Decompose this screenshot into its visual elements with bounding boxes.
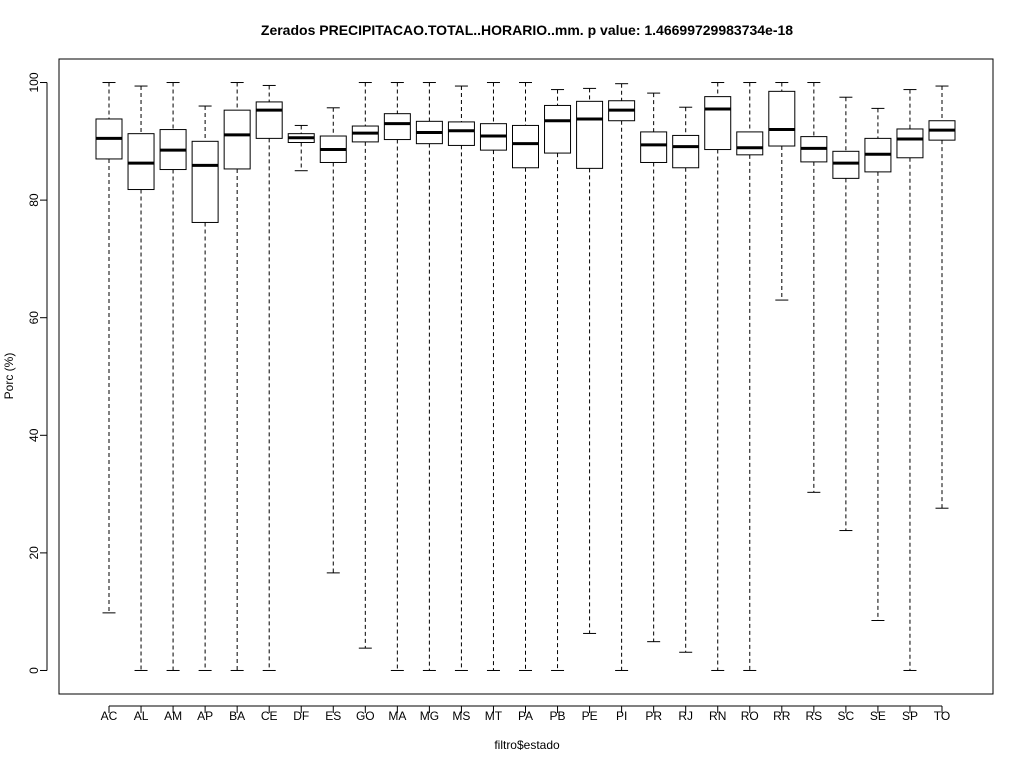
box-DF bbox=[287, 124, 315, 172]
y-axis-label: Porc (%) bbox=[2, 353, 16, 400]
x-tick-label: MT bbox=[485, 709, 503, 723]
box-PR bbox=[640, 92, 668, 643]
iqr-box bbox=[704, 96, 732, 151]
y-tick-label: 0 bbox=[27, 667, 41, 674]
box-SE bbox=[864, 107, 892, 622]
x-tick-label: RR bbox=[773, 709, 791, 723]
iqr-box bbox=[255, 101, 283, 139]
x-tick-label: AM bbox=[164, 709, 182, 723]
box-MS bbox=[447, 85, 475, 671]
iqr-box bbox=[832, 150, 860, 179]
x-tick-label: TO bbox=[934, 709, 950, 723]
x-tick-label: RO bbox=[741, 709, 759, 723]
x-tick-label: SC bbox=[838, 709, 855, 723]
box-RO bbox=[736, 82, 764, 671]
x-axis-label: filtro$estado bbox=[494, 738, 560, 752]
iqr-box bbox=[544, 104, 572, 154]
y-tick-label: 100 bbox=[27, 72, 41, 92]
x-tick-label: RS bbox=[806, 709, 823, 723]
box-RN bbox=[704, 82, 732, 671]
y-tick-label: 40 bbox=[27, 428, 41, 442]
x-tick-label: ES bbox=[325, 709, 341, 723]
x-tick-label: MG bbox=[420, 709, 439, 723]
box-TO bbox=[928, 85, 956, 509]
box-GO bbox=[351, 82, 379, 649]
box-PA bbox=[512, 82, 539, 671]
x-tick-label: SE bbox=[870, 709, 886, 723]
iqr-box bbox=[736, 131, 764, 156]
box-CE bbox=[255, 84, 283, 671]
box-RS bbox=[800, 82, 828, 493]
x-tick-label: MA bbox=[388, 709, 406, 723]
box-SP bbox=[896, 89, 924, 671]
iqr-box bbox=[512, 124, 539, 169]
box-MA bbox=[383, 82, 411, 671]
box-PB bbox=[544, 89, 572, 671]
box-ES bbox=[319, 107, 347, 574]
box-AP bbox=[191, 105, 219, 671]
x-tick-label: DF bbox=[293, 709, 309, 723]
box-BA bbox=[223, 82, 251, 671]
x-tick-label: RN bbox=[709, 709, 726, 723]
plot-frame bbox=[58, 58, 994, 695]
box-PE bbox=[576, 87, 604, 634]
x-tick-label: AC bbox=[101, 709, 118, 723]
x-tick-label: PA bbox=[518, 709, 533, 723]
box-MG bbox=[415, 82, 443, 671]
y-tick-label: 60 bbox=[27, 311, 41, 325]
x-tick-label: AP bbox=[197, 709, 213, 723]
iqr-box bbox=[191, 140, 219, 223]
x-tick-label: PE bbox=[582, 709, 598, 723]
iqr-box bbox=[576, 100, 604, 169]
x-tick-label: PB bbox=[550, 709, 566, 723]
x-tick-label: PR bbox=[645, 709, 662, 723]
x-tick-label: SP bbox=[902, 709, 918, 723]
x-tick-label: PI bbox=[616, 709, 627, 723]
iqr-box bbox=[640, 131, 668, 163]
x-tick-label: GO bbox=[356, 709, 375, 723]
y-tick-label: 20 bbox=[27, 546, 41, 560]
x-axis: AC AL AM AP BA CE DF ES GO MA MG MS MT PA PB PE PI PR RJ RN… bbox=[101, 705, 950, 723]
box-AC bbox=[95, 82, 123, 614]
x-tick-label: MS bbox=[452, 709, 470, 723]
iqr-box bbox=[223, 109, 251, 170]
chart-title: Zerados PRECIPITACAO.TOTAL..HORARIO..mm.… bbox=[261, 22, 793, 38]
box-RR bbox=[768, 82, 796, 301]
box-AM bbox=[159, 82, 187, 671]
x-tick-label: RJ bbox=[678, 709, 693, 723]
y-tick-label: 80 bbox=[27, 193, 41, 207]
boxes-group bbox=[95, 82, 956, 671]
x-tick-label: CE bbox=[261, 709, 278, 723]
x-tick-label: BA bbox=[229, 709, 245, 723]
iqr-box bbox=[768, 90, 796, 147]
box-MT bbox=[479, 82, 507, 671]
iqr-box bbox=[672, 134, 700, 169]
box-AL bbox=[127, 85, 155, 671]
y-axis: 0 20 40 60 80 100 bbox=[27, 72, 48, 674]
box-RJ bbox=[672, 106, 700, 653]
iqr-box bbox=[447, 121, 475, 146]
iqr-box bbox=[896, 128, 924, 159]
x-tick-label: AL bbox=[134, 709, 149, 723]
iqr-box bbox=[383, 113, 411, 141]
box-PI bbox=[608, 83, 636, 671]
box-SC bbox=[832, 96, 860, 532]
